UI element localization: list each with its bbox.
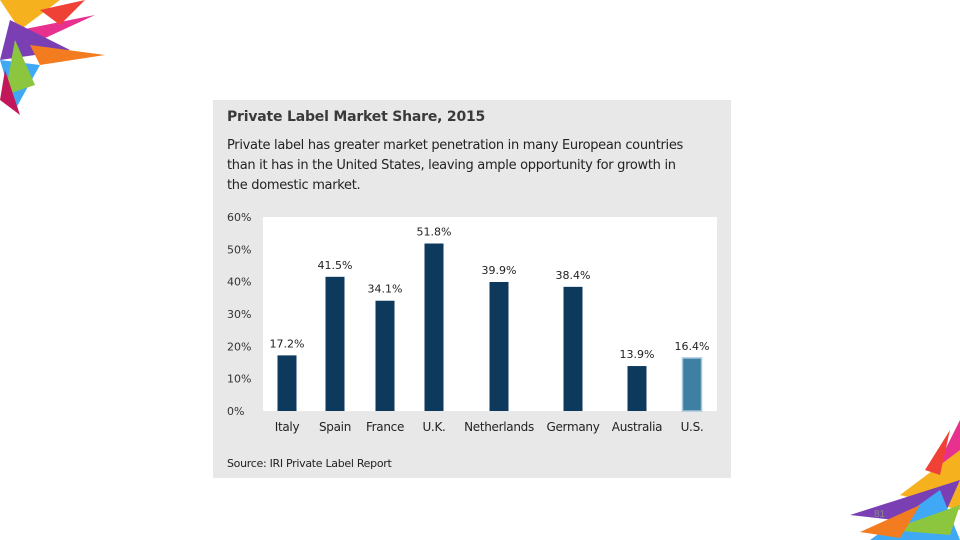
data-label: 41.5% [318,259,353,272]
y-tick-label: 20% [227,340,251,353]
data-label: 17.2% [270,337,305,350]
data-label: 39.9% [482,264,517,277]
y-tick-label: 10% [227,373,251,386]
y-tick-label: 30% [227,308,251,321]
chart-title: Private Label Market Share, 2015 [227,109,486,125]
y-tick-label: 0% [227,405,244,418]
data-label: 13.9% [620,348,655,361]
bar-u-k [424,243,444,411]
bar-u-s [681,357,703,412]
bar-france [375,300,395,411]
x-tick-label: France [366,420,404,434]
bar-germany [563,286,583,411]
x-tick-label: Italy [275,420,300,434]
x-tick-label: Spain [319,420,351,434]
y-tick-label: 60% [227,211,251,224]
bar-italy [277,355,297,411]
confetti-decoration-bottom-right [850,420,960,540]
y-tick-label: 40% [227,276,251,289]
data-label: 51.8% [417,226,452,239]
x-tick-label: U.K. [422,420,445,434]
data-label: 38.4% [556,269,591,282]
data-label: 16.4% [675,340,710,353]
y-tick-label: 50% [227,243,251,256]
bar-australia [627,366,647,411]
x-tick-label: U.S. [681,420,704,434]
data-label: 34.1% [368,283,403,296]
chart-panel: Private Label Market Share, 2015 Private… [213,100,731,478]
confetti-decoration-top-left [0,0,105,115]
bar-chart: 0% 10% 20% 30% 40% 50% 60% 17.2% Italy 41.5% Spain… [227,211,717,434]
x-tick-label: Germany [546,420,599,434]
x-tick-label: Netherlands [464,420,534,434]
bar-spain [325,276,345,411]
page-number: 81 [874,509,886,520]
bar-netherlands [489,281,509,411]
chart-source: Source: IRI Private Label Report [227,457,392,470]
x-tick-label: Australia [612,420,662,434]
chart-subtitle: Private label has greater market penetra… [227,138,684,193]
